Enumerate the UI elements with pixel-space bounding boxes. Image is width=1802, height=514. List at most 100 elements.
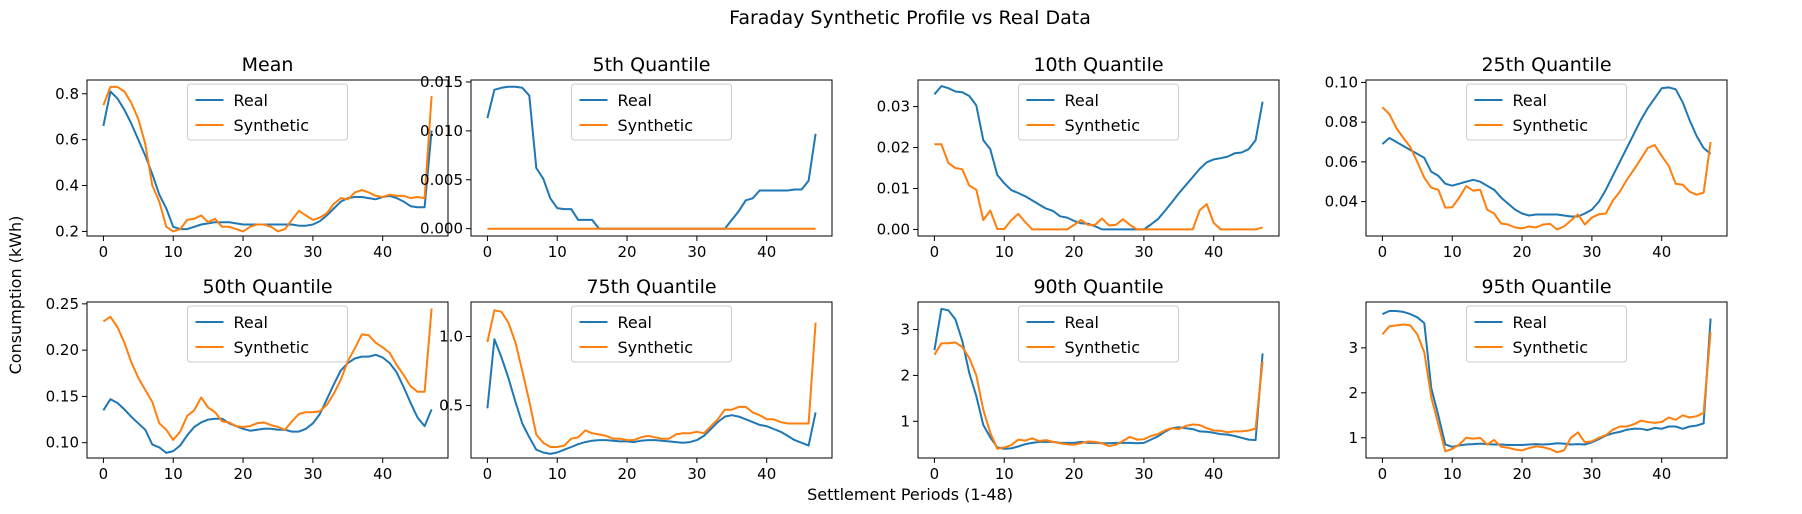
axes-frame xyxy=(917,301,1280,459)
x-tick-label: 30 xyxy=(1582,465,1601,483)
figure-suptitle: Faraday Synthetic Profile vs Real Data xyxy=(729,7,1091,29)
x-tick-label: 10 xyxy=(548,243,567,261)
x-tick-label: 0 xyxy=(1378,465,1388,483)
legend-label-real: Real xyxy=(618,313,653,332)
y-tick-label: 0.20 xyxy=(46,341,79,359)
x-tick-label: 10 xyxy=(164,465,183,483)
subplot-title: 50th Quantile xyxy=(202,276,332,298)
legend-label-synthetic: Synthetic xyxy=(1065,116,1141,135)
legend-box xyxy=(571,305,732,363)
figure-ylabel: Consumption (kWh) xyxy=(6,216,25,375)
x-tick-label: 10 xyxy=(1443,243,1462,261)
x-tick-label: 0 xyxy=(930,243,940,261)
y-tick-label: 0.15 xyxy=(46,387,79,405)
legend-box xyxy=(1018,305,1179,363)
legend-label-synthetic: Synthetic xyxy=(1513,338,1589,357)
y-tick-label: 2 xyxy=(900,366,910,384)
legend-label-synthetic: Synthetic xyxy=(234,338,310,357)
legend-box xyxy=(571,83,732,141)
x-tick-label: 40 xyxy=(757,243,776,261)
legend-box xyxy=(187,83,348,141)
x-tick-label: 0 xyxy=(99,243,109,261)
y-tick-label: 0.08 xyxy=(1325,113,1358,131)
y-tick-label: 0.02 xyxy=(877,139,910,157)
y-tick-label: 0.01 xyxy=(877,180,910,198)
y-tick-label: 0.8 xyxy=(55,85,79,103)
x-tick-label: 40 xyxy=(757,465,776,483)
legend: Real Synthetic xyxy=(187,83,348,141)
y-tick-label: 2 xyxy=(1348,384,1358,402)
x-tick-label: 40 xyxy=(373,243,392,261)
series-line-synthetic xyxy=(102,308,433,441)
y-tick-label: 0.015 xyxy=(420,73,463,91)
axes-frame xyxy=(470,79,833,237)
legend-box xyxy=(1466,83,1627,141)
y-tick-label: 0.005 xyxy=(420,171,463,189)
series-line-synthetic xyxy=(102,85,433,233)
axes-frame xyxy=(917,79,1280,237)
x-tick-label: 0 xyxy=(483,243,493,261)
legend: Real Synthetic xyxy=(187,305,348,363)
x-tick-label: 20 xyxy=(618,243,637,261)
x-tick-label: 30 xyxy=(1134,243,1153,261)
x-tick-label: 20 xyxy=(1513,243,1532,261)
y-tick-label: 0.000 xyxy=(420,220,463,238)
y-tick-label: 0.04 xyxy=(1325,193,1358,211)
axes-frame xyxy=(1365,301,1728,459)
x-tick-label: 30 xyxy=(303,243,322,261)
y-tick-label: 1 xyxy=(1348,429,1358,447)
legend: Real Synthetic xyxy=(1466,83,1627,141)
x-tick-label: 30 xyxy=(687,465,706,483)
series-line-real xyxy=(1381,86,1712,218)
legend-label-synthetic: Synthetic xyxy=(618,116,694,135)
subplot-0: Mean 0 10 20 30 40 0.2 0.4 0.6 0.8 Real Synthetic xyxy=(55,54,449,261)
legend-label-real: Real xyxy=(1065,91,1100,110)
series-line-synthetic xyxy=(1381,323,1712,454)
legend-label-synthetic: Synthetic xyxy=(1065,338,1141,357)
subplot-1: 5th Quantile 0 10 20 30 40 0.000 0.005 0.010 0.01… xyxy=(420,54,833,261)
legend-label-real: Real xyxy=(618,91,653,110)
series-line-real xyxy=(486,338,817,455)
series-line-synthetic xyxy=(1381,106,1712,231)
series-line-real xyxy=(933,85,1264,231)
legend-label-real: Real xyxy=(234,91,269,110)
subplot-title: 75th Quantile xyxy=(586,276,716,298)
x-tick-label: 40 xyxy=(1652,243,1671,261)
x-tick-label: 0 xyxy=(1378,243,1388,261)
axes-frame xyxy=(86,301,449,459)
subplot-title: 10th Quantile xyxy=(1033,54,1163,76)
x-tick-label: 0 xyxy=(483,465,493,483)
subplot-title: 25th Quantile xyxy=(1481,54,1611,76)
y-tick-label: 0.00 xyxy=(877,220,910,238)
y-tick-label: 0.03 xyxy=(877,98,910,116)
y-tick-label: 1.0 xyxy=(439,328,463,346)
x-tick-label: 40 xyxy=(1204,465,1223,483)
subplot-6: 90th Quantile 0 10 20 30 40 1 2 3 Real Synthetic xyxy=(900,276,1280,483)
legend-box xyxy=(1466,305,1627,363)
legend-label-synthetic: Synthetic xyxy=(234,116,310,135)
x-tick-label: 20 xyxy=(1065,465,1084,483)
subplot-title: 95th Quantile xyxy=(1481,276,1611,298)
x-tick-label: 40 xyxy=(1204,243,1223,261)
x-tick-label: 10 xyxy=(548,465,567,483)
subplot-4: 50th Quantile 0 10 20 30 40 0.10 0.15 0.20 0.25 Re… xyxy=(46,276,449,483)
y-tick-label: 1 xyxy=(900,412,910,430)
x-tick-label: 20 xyxy=(234,465,253,483)
y-tick-label: 3 xyxy=(900,321,910,339)
axes-frame xyxy=(470,301,833,459)
x-tick-label: 20 xyxy=(1513,465,1532,483)
x-tick-label: 0 xyxy=(930,465,940,483)
y-tick-label: 0.25 xyxy=(46,295,79,313)
subplot-2: 10th Quantile 0 10 20 30 40 0.00 0.01 0.02 0.03 Re… xyxy=(877,54,1280,261)
legend-box xyxy=(187,305,348,363)
legend: Real Synthetic xyxy=(1018,305,1179,363)
axes-frame xyxy=(1365,79,1728,237)
y-tick-label: 0.4 xyxy=(55,177,79,195)
x-tick-label: 20 xyxy=(1065,243,1084,261)
x-tick-label: 30 xyxy=(1582,243,1601,261)
x-tick-label: 10 xyxy=(164,243,183,261)
x-tick-label: 10 xyxy=(995,465,1014,483)
legend-label-real: Real xyxy=(234,313,269,332)
subplot-3: 25th Quantile 0 10 20 30 40 0.04 0.06 0.08 0.10 Re… xyxy=(1325,54,1728,261)
